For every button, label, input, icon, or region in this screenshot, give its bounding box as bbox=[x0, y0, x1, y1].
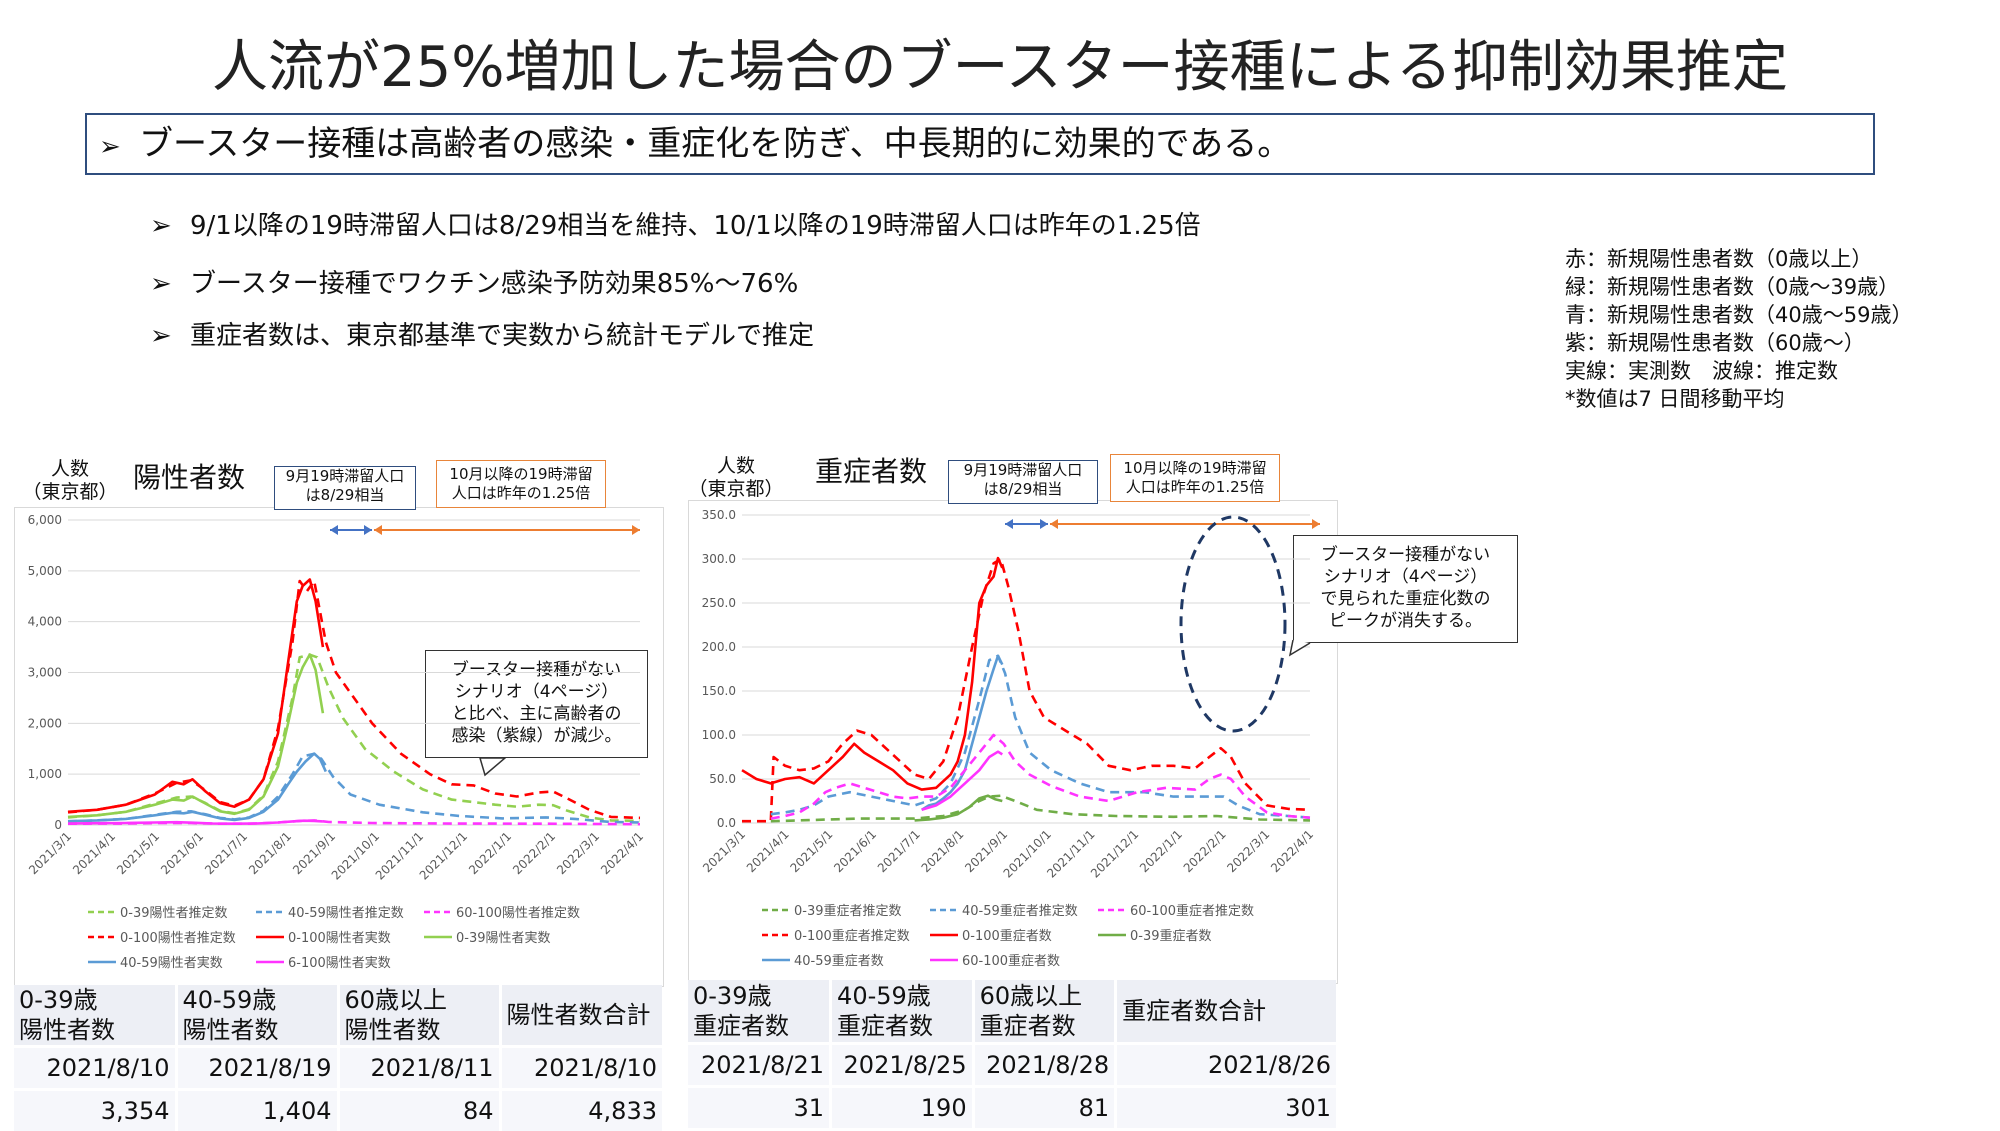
x-tick-label: 2021/4/1 bbox=[744, 827, 792, 875]
severe-stats-table: 0-39歳重症者数 40-59歳重症者数 60歳以上重症者数 重症者数合計 20… bbox=[688, 980, 1336, 1128]
table-cell: 31 bbox=[688, 1087, 831, 1129]
y-tick-label: 300.0 bbox=[702, 552, 736, 566]
table-cell: 2021/8/26 bbox=[1116, 1044, 1336, 1087]
legend-label: 60-100重症者数 bbox=[962, 953, 1060, 969]
table-header: 0-39歳重症者数 bbox=[688, 980, 831, 1044]
table-cell: 2021/8/10 bbox=[14, 1047, 176, 1090]
x-tick-label: 2021/3/1 bbox=[700, 827, 748, 875]
table-row-dates: 2021/8/21 2021/8/25 2021/8/28 2021/8/26 bbox=[688, 1044, 1336, 1087]
table-cell: 81 bbox=[973, 1087, 1116, 1129]
table-header: 重症者数合計 bbox=[1116, 980, 1336, 1044]
table-cell: 301 bbox=[1116, 1087, 1336, 1129]
table-cell: 2021/8/21 bbox=[688, 1044, 831, 1087]
y-tick-label: 150.0 bbox=[702, 684, 736, 698]
table-cell: 2021/8/19 bbox=[176, 1047, 338, 1090]
y-tick-label: 0.0 bbox=[717, 816, 736, 830]
table-header: 60歳以上陽性者数 bbox=[338, 985, 500, 1047]
severe-chart: 0.0 50.0 100.0 150.0 200.0 250.0 300.0 350.0 202… bbox=[0, 0, 2000, 990]
table-header: 40-59歳陽性者数 bbox=[176, 985, 338, 1047]
x-tick-label: 2022/1/1 bbox=[1137, 827, 1185, 875]
x-tick-label: 2022/3/1 bbox=[1224, 827, 1272, 875]
y-tick-label: 250.0 bbox=[702, 596, 736, 610]
x-tick-label: 2021/6/1 bbox=[831, 827, 879, 875]
table-cell: 2021/8/11 bbox=[338, 1047, 500, 1090]
table-header: 0-39歳陽性者数 bbox=[14, 985, 176, 1047]
x-tick-label: 2022/2/1 bbox=[1181, 827, 1229, 875]
table-row-values: 31 190 81 301 bbox=[688, 1087, 1336, 1129]
legend-label: 40-59重症者推定数 bbox=[962, 903, 1078, 919]
legend-label: 40-59重症者数 bbox=[794, 953, 884, 969]
series-line bbox=[771, 796, 1310, 822]
table-row-dates: 2021/8/10 2021/8/19 2021/8/11 2021/8/10 bbox=[14, 1047, 662, 1090]
table-header-row: 0-39歳陽性者数 40-59歳陽性者数 60歳以上陽性者数 陽性者数合計 bbox=[14, 985, 662, 1047]
table-cell: 2021/8/28 bbox=[973, 1044, 1116, 1087]
vanished-peak-ellipse bbox=[1181, 517, 1285, 731]
positives-stats-table: 0-39歳陽性者数 40-59歳陽性者数 60歳以上陽性者数 陽性者数合計 20… bbox=[14, 985, 662, 1131]
table-cell: 190 bbox=[831, 1087, 974, 1129]
table-cell: 2021/8/25 bbox=[831, 1044, 974, 1087]
series-line bbox=[742, 559, 1310, 821]
table-header: 60歳以上重症者数 bbox=[973, 980, 1116, 1044]
x-tick-label: 2021/7/1 bbox=[875, 827, 923, 875]
x-tick-label: 2021/5/1 bbox=[787, 827, 835, 875]
series-line bbox=[742, 558, 1002, 790]
x-tick-label: 2021/12/1 bbox=[1088, 827, 1141, 880]
y-tick-label: 350.0 bbox=[702, 508, 736, 522]
x-tick-label: 2021/8/1 bbox=[919, 827, 967, 875]
table-header-row: 0-39歳重症者数 40-59歳重症者数 60歳以上重症者数 重症者数合計 bbox=[688, 980, 1336, 1044]
y-tick-label: 200.0 bbox=[702, 640, 736, 654]
legend-label: 60-100重症者推定数 bbox=[1130, 903, 1254, 919]
y-tick-label: 50.0 bbox=[709, 772, 736, 786]
y-tick-label: 100.0 bbox=[702, 728, 736, 742]
table-header: 40-59歳重症者数 bbox=[831, 980, 974, 1044]
legend-label: 0-39重症者数 bbox=[1130, 928, 1212, 944]
table-cell: 2021/8/10 bbox=[500, 1047, 662, 1090]
table-header: 陽性者数合計 bbox=[500, 985, 662, 1047]
legend-label: 0-39重症者推定数 bbox=[794, 903, 902, 919]
x-tick-label: 2022/4/1 bbox=[1268, 827, 1316, 875]
legend-label: 0-100重症者数 bbox=[962, 928, 1052, 944]
legend-label: 0-100重症者推定数 bbox=[794, 928, 910, 944]
